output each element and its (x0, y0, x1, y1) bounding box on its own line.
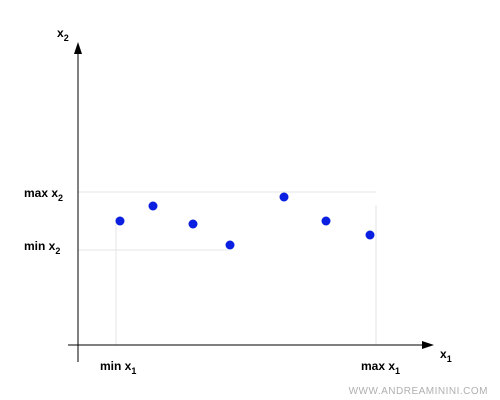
points (115, 192, 375, 250)
guides (78, 191, 377, 345)
label-sub: 2 (64, 33, 69, 43)
point (225, 240, 235, 250)
label-sub: 1 (131, 366, 136, 376)
label-main: max x (24, 186, 58, 200)
point (188, 219, 198, 229)
label-sub: 1 (395, 366, 400, 376)
y-axis-label: x2 (57, 26, 69, 43)
label-main: x (57, 26, 64, 40)
label-sub: 2 (58, 193, 63, 203)
point (115, 216, 125, 226)
label-main: x (440, 347, 447, 361)
y-arrow (74, 42, 82, 54)
label-main: min x (100, 359, 132, 373)
label-main: min x (24, 239, 56, 253)
min-x1-label: min x1 (100, 359, 136, 376)
x-arrow (422, 341, 434, 349)
watermark: WWW.ANDREAMININI.COM (349, 386, 488, 397)
max-x2-label: max x2 (24, 186, 63, 203)
point (279, 192, 289, 202)
point (365, 230, 375, 240)
label-sub: 2 (55, 246, 60, 256)
point (321, 216, 331, 226)
label-main: max x (361, 359, 395, 373)
label-sub: 1 (447, 354, 452, 364)
min-x2-label: min x2 (24, 239, 60, 256)
x-axis-label: x1 (440, 347, 452, 364)
max-x1-label: max x1 (361, 359, 400, 376)
point (148, 201, 158, 211)
